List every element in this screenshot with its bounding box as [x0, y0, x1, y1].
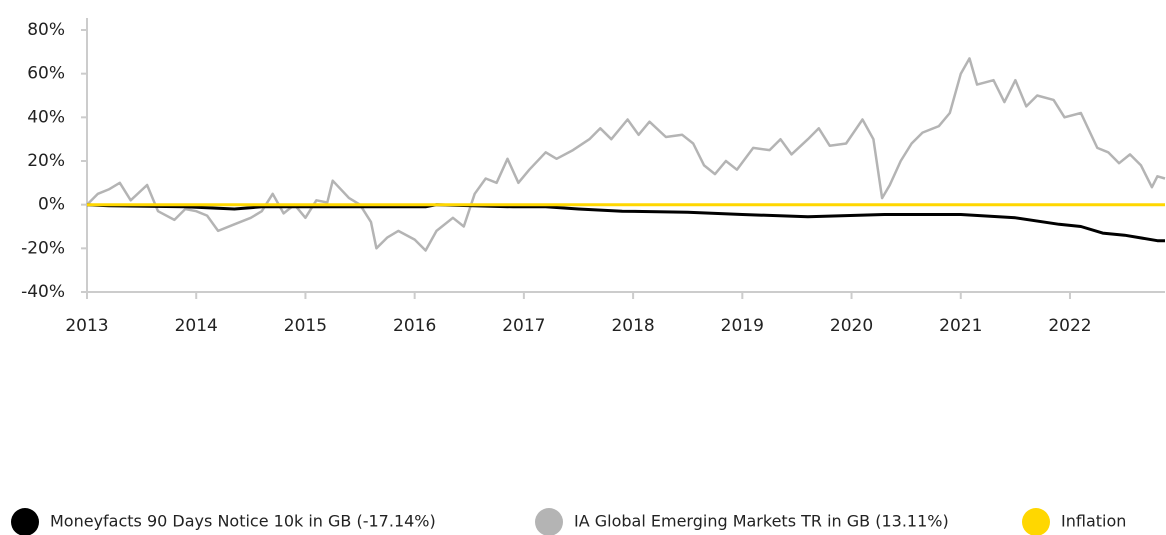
x-tick-label: 2016 [393, 316, 436, 336]
legend-label: Inflation [1061, 512, 1126, 531]
y-tick-label: -40% [21, 282, 65, 302]
y-tick-label: 80% [27, 20, 65, 40]
x-tick-label: 2017 [502, 316, 545, 336]
legend-label: IA Global Emerging Markets TR in GB (13.… [574, 512, 949, 531]
y-tick-label: 60% [27, 64, 65, 84]
y-tick-label: 20% [27, 151, 65, 171]
x-tick-label: 2018 [611, 316, 654, 336]
x-tick-label: 2022 [1048, 316, 1091, 336]
x-tick-label: 2020 [830, 316, 873, 336]
series-line [86, 57, 1166, 252]
x-tick-label: 2014 [175, 316, 218, 336]
series-line [86, 203, 1165, 243]
y-tick-label: -20% [21, 238, 65, 258]
x-tick-label: 2021 [939, 316, 982, 336]
y-tick-label: 0% [38, 195, 65, 215]
x-tick-label: 2013 [65, 316, 108, 336]
legend-swatch [11, 508, 39, 535]
legend-swatch [1022, 508, 1050, 535]
x-tick-label: 2015 [284, 316, 327, 336]
legend-swatch [535, 508, 563, 535]
x-tick-label: 2019 [721, 316, 764, 336]
legend-label: Moneyfacts 90 Days Notice 10k in GB (-17… [50, 512, 436, 531]
y-tick-label: 40% [27, 107, 65, 127]
